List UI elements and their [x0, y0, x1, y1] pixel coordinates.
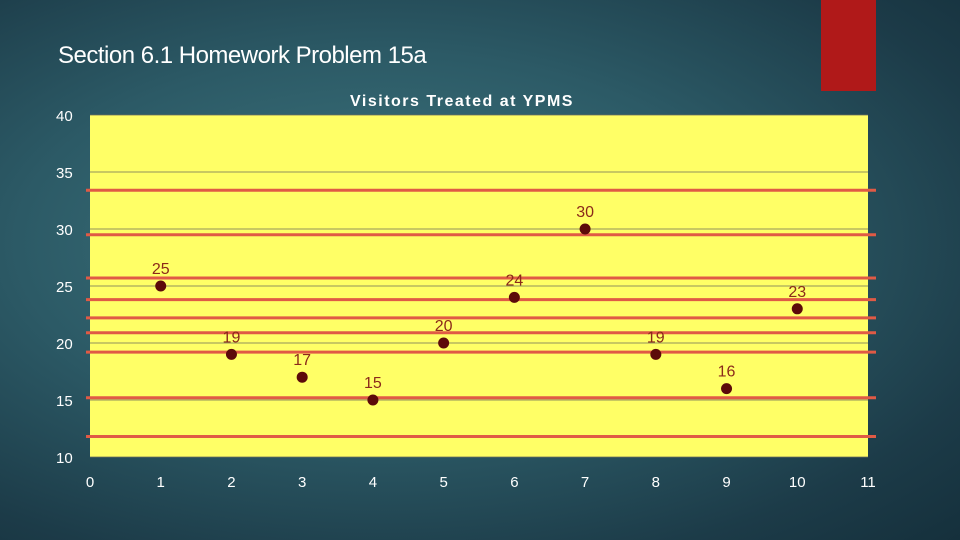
y-tick-label: 40	[56, 108, 73, 125]
data-label: 23	[788, 284, 806, 301]
data-point	[721, 383, 733, 395]
x-tick-label: 6	[510, 474, 518, 491]
chart-title: Visitors Treated at YPMS	[350, 93, 574, 110]
data-point	[225, 348, 237, 360]
data-point	[296, 371, 308, 383]
data-points	[155, 223, 803, 406]
x-tick-label: 10	[789, 474, 806, 491]
data-point	[155, 280, 167, 292]
x-tick-label: 2	[227, 474, 235, 491]
data-label: 25	[152, 261, 170, 278]
data-label: 16	[718, 364, 736, 381]
y-tick-label: 15	[56, 393, 73, 410]
data-point	[367, 394, 379, 406]
x-tick-label: 4	[369, 474, 377, 491]
reference-lines	[86, 188, 876, 438]
data-label: 24	[505, 272, 523, 289]
y-tick-label: 25	[56, 279, 73, 296]
x-tick-label: 8	[652, 474, 660, 491]
x-tick-label: 1	[157, 474, 165, 491]
y-tick-label: 30	[56, 222, 73, 239]
gridlines	[90, 114, 868, 458]
data-point	[791, 303, 803, 315]
data-point	[579, 223, 591, 235]
slide-title: Section 6.1 Homework Problem 15a	[58, 42, 427, 69]
y-tick-label: 10	[56, 450, 73, 467]
x-tick-label: 11	[860, 474, 876, 491]
x-axis-ticks: 0 1 2 3 4 5 6 7 8 9 10 11	[86, 474, 876, 491]
x-tick-label: 9	[722, 474, 730, 491]
x-tick-label: 5	[439, 474, 447, 491]
data-label: 19	[647, 329, 665, 346]
data-label: 20	[435, 318, 453, 335]
y-tick-label: 35	[56, 165, 73, 182]
data-point	[508, 291, 520, 303]
y-axis-ticks: 10 15 20 25 30 35 40	[56, 108, 73, 467]
data-point	[438, 337, 450, 349]
data-label: 30	[576, 204, 594, 221]
data-label: 15	[364, 375, 382, 392]
x-tick-label: 0	[86, 474, 94, 491]
data-point	[650, 348, 662, 360]
data-label: 17	[293, 352, 311, 369]
data-labels: 25 19 17 15 20 24 30 19 16 23	[152, 204, 806, 392]
x-tick-label: 3	[298, 474, 306, 491]
y-tick-label: 20	[56, 336, 73, 353]
accent-bar	[821, 0, 876, 91]
data-label: 19	[223, 329, 241, 346]
x-tick-label: 7	[581, 474, 589, 491]
